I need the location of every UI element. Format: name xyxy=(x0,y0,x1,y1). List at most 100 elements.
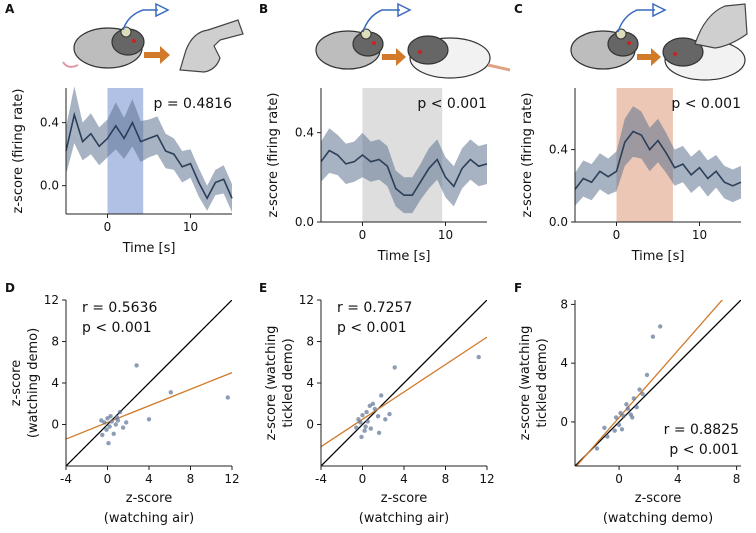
sem-band xyxy=(575,106,741,206)
y-tick-label: 4 xyxy=(560,356,568,370)
x-tick-label: 8 xyxy=(442,472,450,486)
y-tick-label: 4 xyxy=(51,376,59,390)
data-point xyxy=(387,411,392,417)
data-point xyxy=(359,434,364,440)
hand-icon xyxy=(179,19,244,73)
data-point xyxy=(376,430,382,435)
arrow-icon xyxy=(144,46,170,64)
y-tick-label: 12 xyxy=(299,293,314,307)
y-axis-label: z-score (watching xyxy=(264,326,279,441)
x-tick-label: 10 xyxy=(692,228,707,242)
y-axis-label: z-score (firing rate) xyxy=(11,89,26,214)
data-point xyxy=(107,424,112,429)
data-point xyxy=(354,425,359,430)
data-point xyxy=(372,406,378,412)
y-axis-label: (watching demo) xyxy=(26,328,41,438)
y-tick-label: 8 xyxy=(560,297,568,311)
data-point xyxy=(634,405,639,410)
data-point xyxy=(616,422,622,428)
y-tick-label: 12 xyxy=(44,293,59,307)
identity-line xyxy=(575,300,741,466)
x-tick-label: -4 xyxy=(60,472,72,486)
data-point xyxy=(619,427,625,432)
x-axis-label: z-score xyxy=(126,491,172,506)
data-point xyxy=(104,427,109,432)
data-point xyxy=(618,410,623,416)
electrode-icon xyxy=(362,2,412,33)
data-point xyxy=(375,414,381,419)
data-point xyxy=(146,417,152,422)
plot-area xyxy=(66,300,232,466)
regression-line xyxy=(321,336,487,448)
regression-line xyxy=(66,372,232,440)
tickled-rat-icon xyxy=(662,3,748,81)
panel-label: B xyxy=(259,2,268,16)
data-point xyxy=(120,425,126,430)
p-value-label: p < 0.001 xyxy=(671,96,741,112)
data-point xyxy=(117,409,123,415)
x-tick-label: 8 xyxy=(733,472,741,486)
data-point xyxy=(362,428,367,433)
data-point xyxy=(650,334,656,339)
data-point xyxy=(612,428,617,433)
arrow-icon xyxy=(382,48,406,66)
y-tick-label: 0.4 xyxy=(40,116,59,130)
electrode-icon xyxy=(122,2,170,31)
data-point xyxy=(644,372,650,378)
data-point xyxy=(105,416,110,421)
sem-band xyxy=(321,128,487,214)
data-point xyxy=(621,413,626,419)
data-point xyxy=(168,390,173,395)
x-axis-label: Time [s] xyxy=(377,249,431,264)
x-axis-label: (watching demo) xyxy=(603,511,713,526)
panel-label: E xyxy=(259,281,267,295)
data-point xyxy=(625,406,631,411)
mean-line xyxy=(320,149,488,196)
data-point xyxy=(658,324,663,329)
identity-line xyxy=(66,300,232,466)
panel-label: A xyxy=(5,2,15,16)
data-point xyxy=(613,415,619,420)
x-tick-label: 0 xyxy=(359,472,367,486)
data-point xyxy=(111,431,116,436)
y-axis-label: z-score (firing rate) xyxy=(266,93,281,218)
chart-panel-f: 0 4 8 0 4 8 r = 0.8825 p < 0.001 z-score (watchin… xyxy=(514,281,741,526)
stat-label: r = 0.7257 xyxy=(337,300,412,316)
x-tick-label: 10 xyxy=(183,220,198,234)
stat-label: r = 0.8825 xyxy=(664,422,739,438)
x-tick-label: 4 xyxy=(400,472,408,486)
x-tick-label: 0 xyxy=(615,472,623,486)
panel-label: C xyxy=(514,2,523,16)
x-axis-label: z-score xyxy=(635,491,681,506)
data-point xyxy=(358,420,363,425)
mean-line xyxy=(65,111,233,201)
x-tick-label: 4 xyxy=(145,472,153,486)
y-tick-label: 0.4 xyxy=(549,143,568,157)
arrow-icon xyxy=(637,48,661,66)
data-point xyxy=(108,414,113,419)
x-axis-label: Time [s] xyxy=(122,241,176,256)
y-tick-label: 4 xyxy=(306,376,314,390)
y-tick-label: 0.4 xyxy=(295,126,314,140)
data-point xyxy=(100,432,105,438)
electrode-icon xyxy=(617,2,667,33)
illustration-a xyxy=(62,2,244,73)
data-point xyxy=(631,396,636,401)
x-tick-label: 0 xyxy=(359,228,367,242)
data-point xyxy=(364,409,369,415)
illustration-c xyxy=(570,2,748,81)
x-tick-label: 12 xyxy=(224,472,239,486)
stat-label: r = 0.5636 xyxy=(82,300,157,316)
x-tick-label: 12 xyxy=(479,472,494,486)
stat-label: p < 0.001 xyxy=(82,320,152,336)
y-tick-label: 0 xyxy=(306,418,314,432)
plot-area xyxy=(321,300,487,466)
rat-icon xyxy=(315,28,384,70)
p-value-label: p < 0.001 xyxy=(417,96,487,112)
panel-label: D xyxy=(5,281,15,295)
data-point xyxy=(114,415,120,420)
y-tick-label: 8 xyxy=(306,335,314,349)
data-point xyxy=(640,391,645,397)
data-point xyxy=(225,395,230,400)
